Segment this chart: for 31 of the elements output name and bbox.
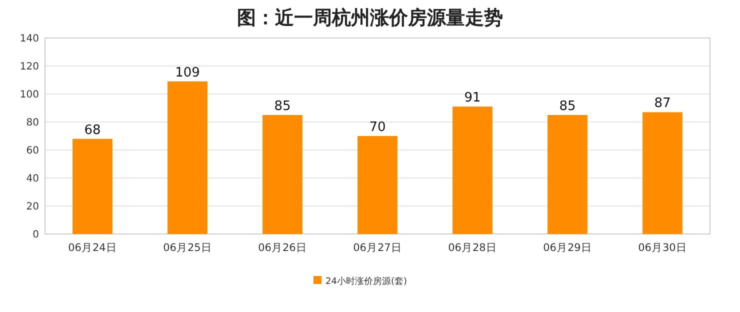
data-label: 87 — [654, 96, 671, 112]
y-tick-label: 0 — [32, 230, 39, 240]
data-label: 85 — [559, 99, 576, 114]
bar — [358, 136, 398, 234]
data-label: 85 — [274, 99, 291, 114]
bar — [642, 112, 682, 234]
data-label: 91 — [464, 90, 481, 106]
y-tick-label: 40 — [26, 174, 39, 184]
bar — [548, 115, 588, 234]
data-label: 109 — [175, 65, 200, 80]
legend-label: 24小时涨价房源(套) — [326, 276, 407, 287]
data-label: 70 — [369, 120, 386, 135]
y-tick-label: 100 — [20, 90, 39, 100]
x-tick-label: 06月26日 — [258, 242, 307, 254]
x-tick-label: 06月28日 — [448, 242, 497, 254]
y-tick-label: 80 — [26, 118, 39, 128]
bar — [72, 138, 112, 234]
x-tick-label: 06月27日 — [353, 242, 402, 254]
y-tick-label: 120 — [20, 62, 39, 72]
x-tick-label: 06月24日 — [68, 242, 117, 254]
y-tick-label: 140 — [20, 34, 39, 44]
x-tick-label: 06月29日 — [543, 242, 592, 254]
bar — [168, 81, 208, 234]
x-tick-label: 06月25日 — [163, 242, 212, 254]
data-label: 68 — [84, 122, 101, 138]
x-tick-label: 06月30日 — [638, 242, 687, 254]
y-tick-label: 20 — [26, 202, 39, 212]
y-tick-label: 60 — [26, 146, 39, 156]
bar — [262, 115, 302, 234]
bar — [452, 106, 492, 234]
chart-title: 图：近一周杭州涨价房源量走势 — [237, 7, 503, 29]
